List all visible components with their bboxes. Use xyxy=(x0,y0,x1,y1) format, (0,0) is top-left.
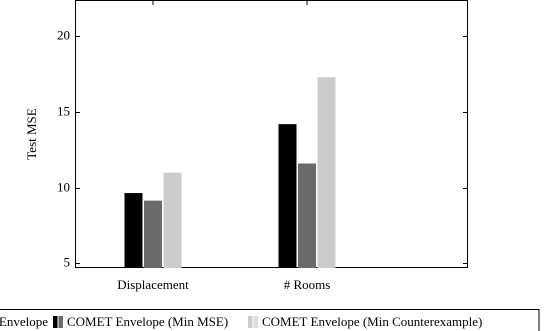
bar-displacement-comet-envelope xyxy=(124,193,143,268)
legend-swatch-min-mse-dark xyxy=(53,316,58,328)
legend-swatch-min-counterexample-light xyxy=(253,316,258,328)
y-axis-ticks: 5 10 15 20 xyxy=(57,27,468,269)
bar-displacement-min-counterexample xyxy=(163,172,182,268)
y-axis-label: Test MSE xyxy=(24,108,39,160)
y-tick: 5 xyxy=(64,254,468,269)
bar-rooms-min-counterexample xyxy=(317,77,336,268)
legend: COMET Envelope COMET Envelope (Min MSE) … xyxy=(0,309,540,331)
legend-label-min-mse: COMET Envelope (Min MSE) xyxy=(67,314,228,329)
legend-swatch-min-counterexample-dark xyxy=(248,316,253,328)
bar-rooms-min-mse xyxy=(298,163,316,268)
y-tick: 15 xyxy=(57,103,468,118)
legend-label-min-counterexample: COMET Envelope (Min Counterexample) xyxy=(262,314,482,329)
legend-label-comet-envelope: COMET Envelope xyxy=(0,314,48,329)
y-tick-label: 20 xyxy=(57,27,70,42)
y-tick-label: 10 xyxy=(57,179,70,194)
legend-box xyxy=(0,309,540,331)
bar-rooms-comet-envelope xyxy=(278,124,297,268)
legend-swatch-min-mse-light xyxy=(58,316,63,328)
x-tick-label-displacement: Displacement xyxy=(117,277,189,292)
y-tick-label: 15 xyxy=(57,103,70,118)
bar-displacement-min-mse xyxy=(144,200,162,268)
bars xyxy=(124,77,336,268)
plot-frame xyxy=(75,0,468,268)
y-tick: 20 xyxy=(57,27,468,42)
x-tick-label-rooms: # Rooms xyxy=(284,277,331,292)
y-tick-label: 5 xyxy=(64,254,71,269)
y-tick: 10 xyxy=(57,179,468,194)
